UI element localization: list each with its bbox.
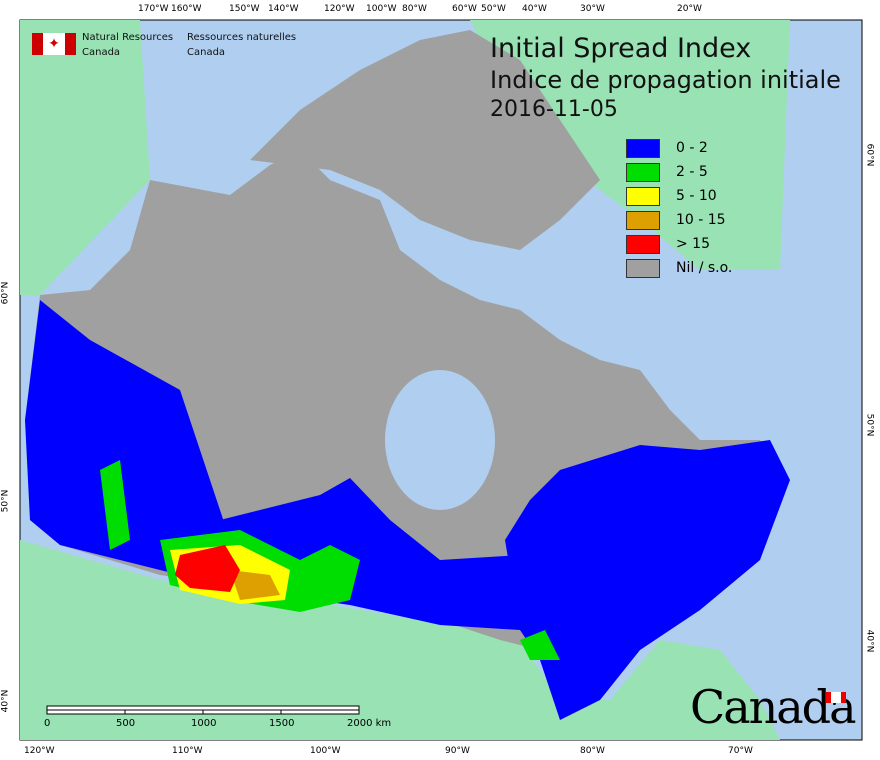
top-tick: 100°W <box>366 4 397 14</box>
canada-flag-logo: ✦ <box>32 33 76 55</box>
right-tick: 50°N <box>864 413 875 437</box>
legend-item: > 15 <box>626 232 732 256</box>
top-tick: 170°W <box>138 4 169 14</box>
bottom-tick: 70°W <box>728 746 753 756</box>
legend-swatch <box>626 138 660 158</box>
scale-label: 500 <box>116 718 136 729</box>
left-tick: 40°N <box>0 689 11 713</box>
legend-swatch <box>626 234 660 254</box>
left-tick: 60°N <box>0 281 11 305</box>
bottom-tick: 80°W <box>580 746 605 756</box>
top-tick: 40°W <box>522 4 547 14</box>
legend-item: 0 - 2 <box>626 136 732 160</box>
org-en-line2: Canada <box>82 47 121 58</box>
legend-label: > 15 <box>676 236 710 252</box>
legend-item: Nil / s.o. <box>626 256 732 280</box>
legend-swatch <box>626 258 660 278</box>
isi-0-2-west <box>25 300 230 575</box>
legend-item: 10 - 15 <box>626 208 732 232</box>
isi-10-15-area <box>230 570 280 600</box>
hudson-bay <box>385 370 495 510</box>
map-date: 2016-11-05 <box>490 97 618 122</box>
top-tick: 150°W <box>229 4 260 14</box>
arctic-islands <box>250 30 600 250</box>
top-tick: 20°W <box>677 4 702 14</box>
scale-label: 0 <box>44 718 51 729</box>
alaska-land <box>20 20 150 295</box>
legend-item: 2 - 5 <box>626 160 732 184</box>
legend-label: 5 - 10 <box>676 188 717 204</box>
bottom-tick: 120°W <box>24 746 55 756</box>
top-tick: 160°W <box>171 4 202 14</box>
top-tick: 80°W <box>402 4 427 14</box>
top-tick: 120°W <box>324 4 355 14</box>
legend-label: 0 - 2 <box>676 140 708 156</box>
top-tick: 50°W <box>481 4 506 14</box>
top-tick: 60°W <box>452 4 477 14</box>
right-tick: 60°N <box>864 143 875 167</box>
scale-label: 1500 <box>269 718 295 729</box>
legend-label: 2 - 5 <box>676 164 708 180</box>
legend-swatch <box>626 162 660 182</box>
left-tick: 50°N <box>0 489 11 513</box>
bottom-tick: 100°W <box>310 746 341 756</box>
top-tick: 30°W <box>580 4 605 14</box>
bottom-tick: 110°W <box>172 746 203 756</box>
org-en-line1: Natural Resources <box>82 32 174 43</box>
top-tick: 140°W <box>268 4 299 14</box>
isi-2-5-bc <box>100 460 130 550</box>
org-name-en: Natural Resources Canada <box>82 30 173 60</box>
legend-swatch <box>626 210 660 230</box>
isi-gt15-area <box>175 545 240 592</box>
legend-label: 10 - 15 <box>676 212 726 228</box>
isi-2-5-ontario <box>520 630 560 660</box>
legend: 0 - 2 2 - 5 5 - 10 10 - 15 > 15 Nil / s.… <box>626 136 732 280</box>
right-tick: 40°N <box>864 629 875 653</box>
legend-item: 5 - 10 <box>626 184 732 208</box>
title-en: Initial Spread Index <box>490 33 752 64</box>
org-fr-line2: Canada <box>187 47 226 58</box>
org-fr-line1: Ressources naturelles <box>187 32 297 43</box>
bottom-tick: 90°W <box>445 746 470 756</box>
isi-0-2-east <box>505 440 790 720</box>
scale-bar <box>46 705 360 715</box>
legend-label: Nil / s.o. <box>676 260 733 276</box>
legend-swatch <box>626 186 660 206</box>
title-fr: Indice de propagation initiale <box>490 66 841 94</box>
scale-label: 2000 km <box>347 718 392 729</box>
wordmark-flag-icon <box>826 692 846 703</box>
canada-wordmark: Canada <box>690 680 857 734</box>
org-name-fr: Ressources naturelles Canada <box>187 30 296 60</box>
scale-label: 1000 <box>191 718 217 729</box>
